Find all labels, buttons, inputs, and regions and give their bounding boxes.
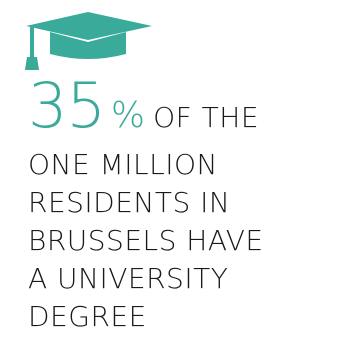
description-line: DEGREE xyxy=(28,300,147,333)
description-line: RESIDENTS IN xyxy=(28,186,231,219)
description-line: ONE MILLION xyxy=(28,148,218,181)
graduation-cap-icon xyxy=(25,12,152,70)
stat-value: 35 xyxy=(28,69,106,142)
headline-stat: 35% OF THE xyxy=(28,73,259,139)
stat-unit: % xyxy=(110,95,146,136)
description-line: A UNIVERSITY xyxy=(28,262,229,295)
stat-description: ONE MILLION RESIDENTS IN BRUSSELS HAVE A… xyxy=(28,146,264,336)
stat-lead-words: OF THE xyxy=(153,101,260,134)
description-line: BRUSSELS HAVE xyxy=(28,224,264,257)
